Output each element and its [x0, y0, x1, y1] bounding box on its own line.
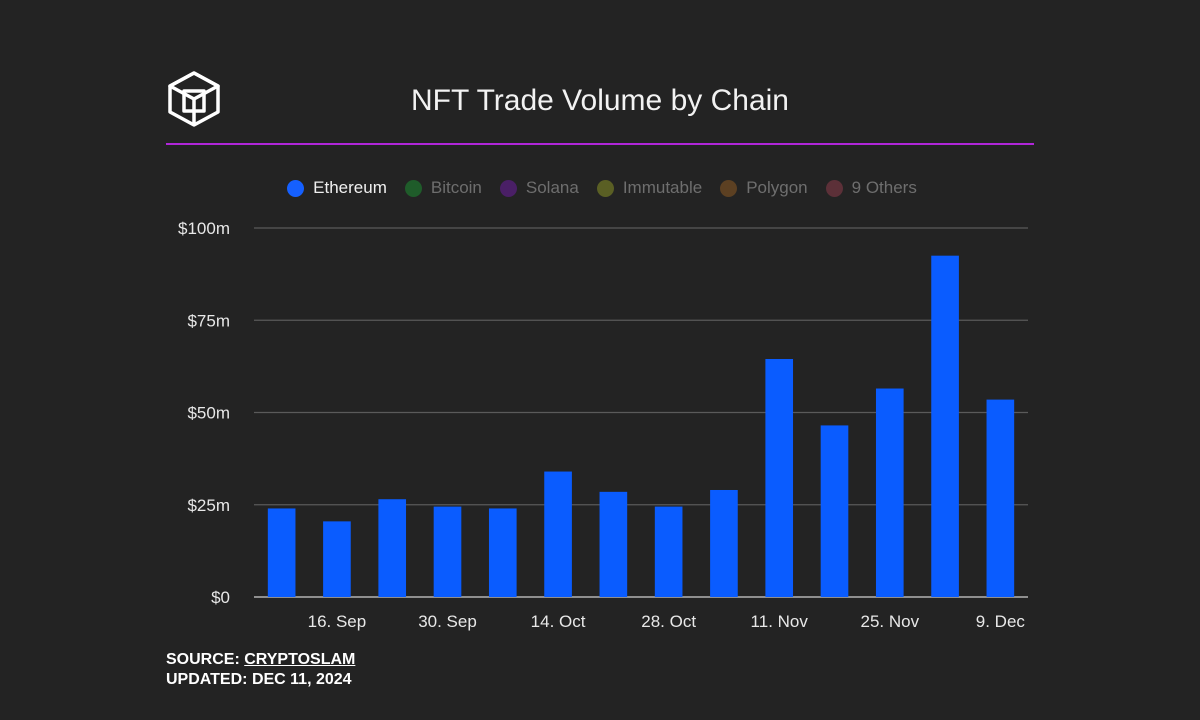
legend-dot: [499, 179, 517, 197]
x-tick-label: 30. Sep: [418, 612, 477, 631]
chart-footer: SOURCE: CRYPTOSLAM UPDATED: DEC 11, 2024: [166, 650, 355, 690]
x-tick-label: 9. Dec: [976, 612, 1026, 631]
legend-label: 9 Others: [851, 178, 917, 197]
bar: [323, 521, 351, 597]
y-tick-label: $25m: [187, 496, 230, 515]
bar: [267, 508, 296, 597]
bar: [931, 255, 959, 598]
y-tick-label: $75m: [187, 311, 230, 330]
x-tick-label: 28. Oct: [641, 612, 696, 631]
y-tick-label: $100m: [178, 219, 230, 238]
legend-item-9-others[interactable]: 9 Others: [822, 178, 917, 198]
source-label: SOURCE:: [166, 651, 240, 668]
legend-dot: [596, 179, 614, 197]
updated-date: DEC 11, 2024: [251, 671, 352, 688]
source-link[interactable]: CRYPTOSLAM: [244, 651, 356, 668]
legend-label: Ethereum: [313, 178, 387, 197]
legend-item-solana[interactable]: Solana: [496, 178, 579, 198]
legend-item-bitcoin[interactable]: Bitcoin: [401, 178, 482, 198]
updated-label: UPDATED:: [166, 671, 248, 688]
x-tick-label: 25. Nov: [860, 612, 919, 631]
bar: [875, 388, 904, 597]
bar: [433, 506, 462, 597]
chart-legend: Ethereum Bitcoin Solana Immutable Polygon 9 O…: [0, 178, 1200, 198]
legend-label: Solana: [525, 178, 579, 197]
title-divider: [166, 143, 1034, 145]
logo-cube-icon: [168, 71, 220, 127]
x-tick-label: 16. Sep: [308, 612, 367, 631]
bar: [599, 491, 628, 597]
bar: [710, 489, 738, 597]
legend-dot: [287, 179, 305, 197]
y-tick-label: $50m: [187, 404, 230, 423]
bar-chart: $0 $25m $50m $75m $100m 16. Sep 30. Sep 14. Oct…: [178, 219, 1028, 631]
legend-item-immutable[interactable]: Immutable: [593, 178, 702, 198]
x-tick-label: 11. Nov: [751, 612, 809, 631]
bar: [765, 358, 794, 597]
legend-label: Polygon: [746, 178, 808, 197]
legend-label: Immutable: [622, 178, 703, 197]
bar: [654, 506, 683, 597]
bar: [544, 471, 572, 597]
legend-dot: [404, 179, 422, 197]
bar: [986, 399, 1015, 597]
bar: [488, 508, 517, 597]
legend-item-polygon[interactable]: Polygon: [716, 178, 808, 198]
legend-dot: [825, 179, 843, 197]
x-tick-label: 14. Oct: [531, 612, 586, 631]
chart-title: NFT Trade Volume by Chain: [411, 84, 789, 117]
legend-item-ethereum[interactable]: Ethereum: [283, 178, 387, 198]
legend-dot: [720, 179, 738, 197]
legend-label: Bitcoin: [430, 178, 482, 197]
bar: [378, 499, 407, 597]
y-tick-label: $0: [211, 588, 230, 607]
source-line: SOURCE: CRYPTOSLAM: [166, 650, 355, 670]
updated-line: UPDATED: DEC 11, 2024: [166, 670, 355, 690]
bar: [820, 425, 849, 597]
